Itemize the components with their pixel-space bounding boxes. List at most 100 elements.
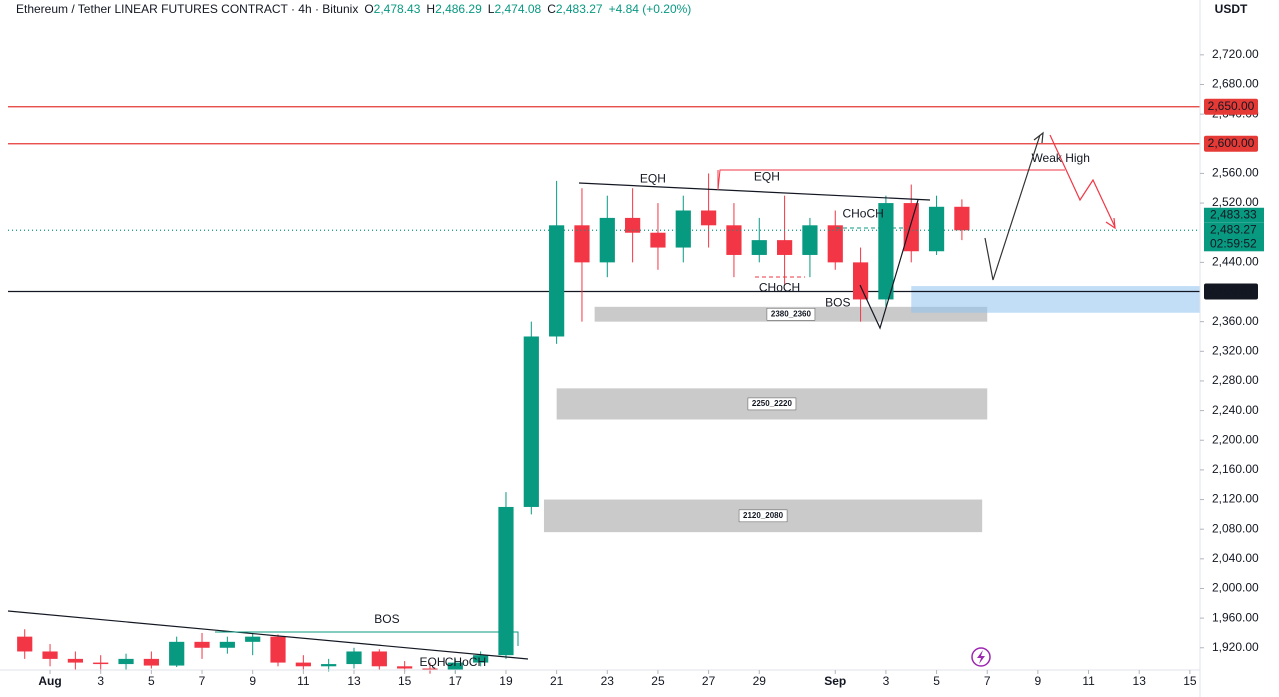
zone-label-box <box>738 509 788 523</box>
change: +4.84 (+0.20%) <box>609 2 692 16</box>
ohlc-key: L <box>488 2 495 16</box>
x-tick-label: 17 <box>449 674 463 688</box>
y-tick-label: 2,240.00 <box>1212 403 1259 417</box>
price-tag <box>1204 222 1264 238</box>
y-tick-label: 2,120.00 <box>1212 492 1259 506</box>
x-tick-label: 25 <box>651 674 665 688</box>
candle-body <box>776 240 793 255</box>
price-tag <box>1204 207 1264 223</box>
y-tick-label: 1,920.00 <box>1212 640 1259 654</box>
candle-body <box>295 662 311 667</box>
candle-body <box>321 664 337 667</box>
y-tick-label: 2,200.00 <box>1212 432 1259 446</box>
candle-body <box>675 210 691 248</box>
candle-body <box>878 203 894 300</box>
candle-body <box>802 225 818 255</box>
x-tick-label: 27 <box>702 674 716 688</box>
candle-body <box>928 206 945 252</box>
y-tick-label: 2,520.00 <box>1212 195 1259 209</box>
candle-body <box>650 232 666 248</box>
projection <box>984 134 1041 281</box>
zone-label-box <box>766 307 816 321</box>
projection <box>859 199 919 330</box>
arrow-head <box>1105 217 1116 230</box>
candle-body <box>625 217 641 233</box>
trendline <box>578 182 931 201</box>
x-tick-label: 11 <box>1082 674 1095 688</box>
candle-body <box>574 225 590 263</box>
x-tick-label: 9 <box>1035 674 1042 688</box>
candle-body <box>447 662 463 670</box>
y-tick-label: 2,040.00 <box>1212 551 1259 565</box>
y-tick-label: 2,320.00 <box>1212 343 1259 357</box>
candle-body <box>903 203 919 252</box>
level-tag-label: 2,600.00 <box>1208 136 1255 150</box>
y-tick-label: 2,440.00 <box>1212 255 1259 269</box>
candle-body <box>93 662 109 665</box>
candle-body <box>549 225 565 337</box>
x-tick-label: 9 <box>249 674 256 688</box>
title: Ethereum / Tether LINEAR FUTURES CONTRAC… <box>16 2 358 16</box>
annotation: EQH <box>754 169 780 183</box>
candle-body <box>219 641 235 648</box>
level-tag <box>1204 135 1258 152</box>
candle-body <box>397 666 413 669</box>
x-tick-label: 7 <box>199 674 206 688</box>
projection <box>1049 134 1116 228</box>
annotation: BOS <box>374 612 399 626</box>
price-tag-label: 2,483.27 <box>1210 222 1257 236</box>
candle-body <box>852 262 869 300</box>
candle-body <box>67 658 83 663</box>
candle-body <box>118 658 134 665</box>
annotation: EQH <box>420 655 446 669</box>
x-tick-label: 7 <box>984 674 991 688</box>
x-tick-label: 29 <box>753 674 767 688</box>
ohlc-value: 2,486.29 <box>435 2 482 16</box>
ohlc-key: O <box>364 2 373 16</box>
y-tick-label: 2,360.00 <box>1212 314 1259 328</box>
level-tag-label: 2,400.67 <box>1208 284 1255 298</box>
y-tick-label: 2,280.00 <box>1212 373 1259 387</box>
candle-body <box>498 506 514 656</box>
y-tick-label: 2,560.00 <box>1212 166 1259 180</box>
y-tick-label: 2,680.00 <box>1212 77 1259 91</box>
candle-body <box>169 641 185 666</box>
ohlc-value: 2,483.27 <box>556 2 603 16</box>
zone <box>911 286 1200 313</box>
ohlc-key: H <box>426 2 435 16</box>
candle-body <box>726 225 742 255</box>
zone-label-box <box>747 397 797 411</box>
level-tag <box>1204 283 1258 300</box>
level-tag <box>1204 98 1258 115</box>
zone-label: 2120_2080 <box>743 511 784 520</box>
annotation: CHoCH <box>759 280 800 294</box>
annotation: CHoCH <box>842 206 883 220</box>
trendline <box>7 610 529 660</box>
zone-label: 2380_2360 <box>771 309 812 318</box>
candle-body <box>954 206 970 231</box>
ohlc-key: C <box>547 2 556 16</box>
x-tick-label: Aug <box>38 674 61 688</box>
x-tick-label: 19 <box>499 674 513 688</box>
candle-body <box>346 651 362 665</box>
x-tick-label: Sep <box>824 674 846 688</box>
annotation: BOS <box>825 295 850 309</box>
x-tick-label: 15 <box>398 674 412 688</box>
candle-body <box>523 336 539 507</box>
price-tag-label: 2,483.33 <box>1210 207 1257 221</box>
candle-body <box>473 655 489 663</box>
candle-body <box>751 240 767 255</box>
x-tick-label: 23 <box>601 674 615 688</box>
candle-body <box>599 217 615 263</box>
annotation: EQH <box>640 172 666 186</box>
y-tick-label: 2,160.00 <box>1212 462 1259 476</box>
arrow-head <box>1033 131 1044 144</box>
countdown: 02:59:52 <box>1210 236 1257 250</box>
alert-icon[interactable] <box>971 647 991 667</box>
candle-body <box>827 225 843 263</box>
y-tick-label: 2,000.00 <box>1212 581 1259 595</box>
x-tick-label: 15 <box>1183 674 1197 688</box>
